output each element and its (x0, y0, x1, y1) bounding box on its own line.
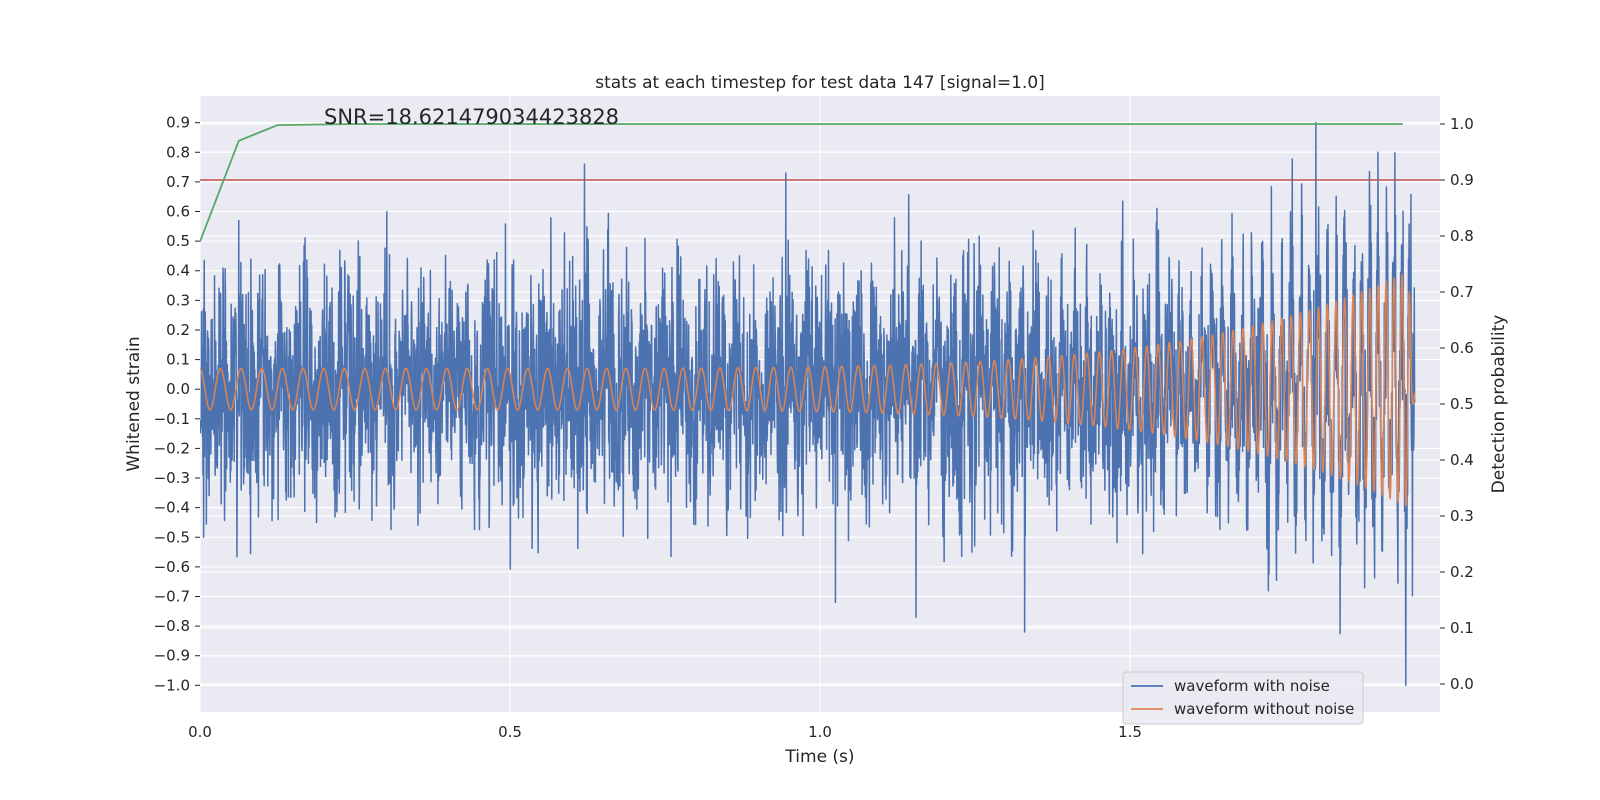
y-left-tick-label: 0.3 (166, 291, 190, 309)
y-left-tick-label: 0.6 (166, 203, 190, 221)
y-left-tick-label: 0.2 (166, 321, 190, 339)
y-left-tick-label: −0.5 (154, 528, 190, 546)
y-right-tick-label: 0.3 (1450, 507, 1474, 525)
y-right-tick-label: 1.0 (1450, 115, 1474, 133)
y-left-tick-label: 0.1 (166, 351, 190, 369)
y-left-tick-label: −0.2 (154, 439, 190, 457)
y-axis-left-label: Whitened strain (124, 336, 144, 471)
y-left-tick-label: 0.0 (166, 380, 190, 398)
y-axis-right-label: Detection probability (1489, 315, 1509, 494)
y-left-tick-label: 0.7 (166, 173, 190, 191)
y-right-tick-label: 0.7 (1450, 283, 1474, 301)
series-line-waveform-without-noise (200, 273, 1416, 507)
y-left-tick-label: 0.4 (166, 262, 190, 280)
legend-label-noisy: waveform with noise (1174, 677, 1330, 695)
x-tick-label: 0.0 (188, 723, 212, 741)
y-left-tick-label: −0.9 (154, 647, 190, 665)
y-left-tick-label: −0.3 (154, 469, 190, 487)
x-axis: 0.0 0.5 1.0 1.5 (188, 723, 1142, 741)
y-left-tick-label: 0.8 (166, 143, 190, 161)
y-left-tick-label: −1.0 (154, 676, 190, 694)
y-axis-left: −1.0 −0.9 −0.8 −0.7 −0.6 −0.5 −0.4 −0.3 −0.2 −0.1… (154, 114, 200, 694)
series-line-waveform-with-noise (200, 121, 1416, 687)
x-tick-label: 1.5 (1118, 723, 1142, 741)
y-right-tick-label: 0.9 (1450, 171, 1474, 189)
y-left-tick-label: −0.7 (154, 588, 190, 606)
y-right-tick-label: 0.1 (1450, 619, 1474, 637)
y-left-tick-label: −0.8 (154, 617, 190, 635)
x-axis-label: Time (s) (784, 747, 854, 767)
y-axis-right: 0.0 0.1 0.2 0.3 0.4 0.5 0.6 0.7 0.8 0.9 1.0 (1440, 115, 1474, 693)
plot-area (200, 121, 1440, 687)
y-left-tick-label: 0.9 (166, 114, 190, 132)
y-right-tick-label: 0.8 (1450, 227, 1474, 245)
y-left-tick-label: −0.6 (154, 558, 190, 576)
chart-title: stats at each timestep for test data 147… (595, 73, 1045, 93)
y-left-tick-label: −0.4 (154, 499, 190, 517)
y-right-tick-label: 0.0 (1450, 675, 1474, 693)
y-right-tick-label: 0.4 (1450, 451, 1474, 469)
legend: waveform with noise waveform without noi… (1122, 671, 1364, 725)
y-left-tick-label: 0.5 (166, 232, 190, 250)
legend-label-clean: waveform without noise (1174, 700, 1354, 718)
x-tick-label: 1.0 (808, 723, 832, 741)
snr-annotation: SNR=18.621479034423828 (324, 105, 619, 129)
y-right-tick-label: 0.2 (1450, 563, 1474, 581)
legend-box (1122, 671, 1364, 725)
x-tick-label: 0.5 (498, 723, 522, 741)
series-line-detection-probability (200, 123, 1403, 242)
y-right-tick-label: 0.5 (1450, 395, 1474, 413)
y-right-tick-label: 0.6 (1450, 339, 1474, 357)
y-left-tick-label: −0.1 (154, 410, 190, 428)
